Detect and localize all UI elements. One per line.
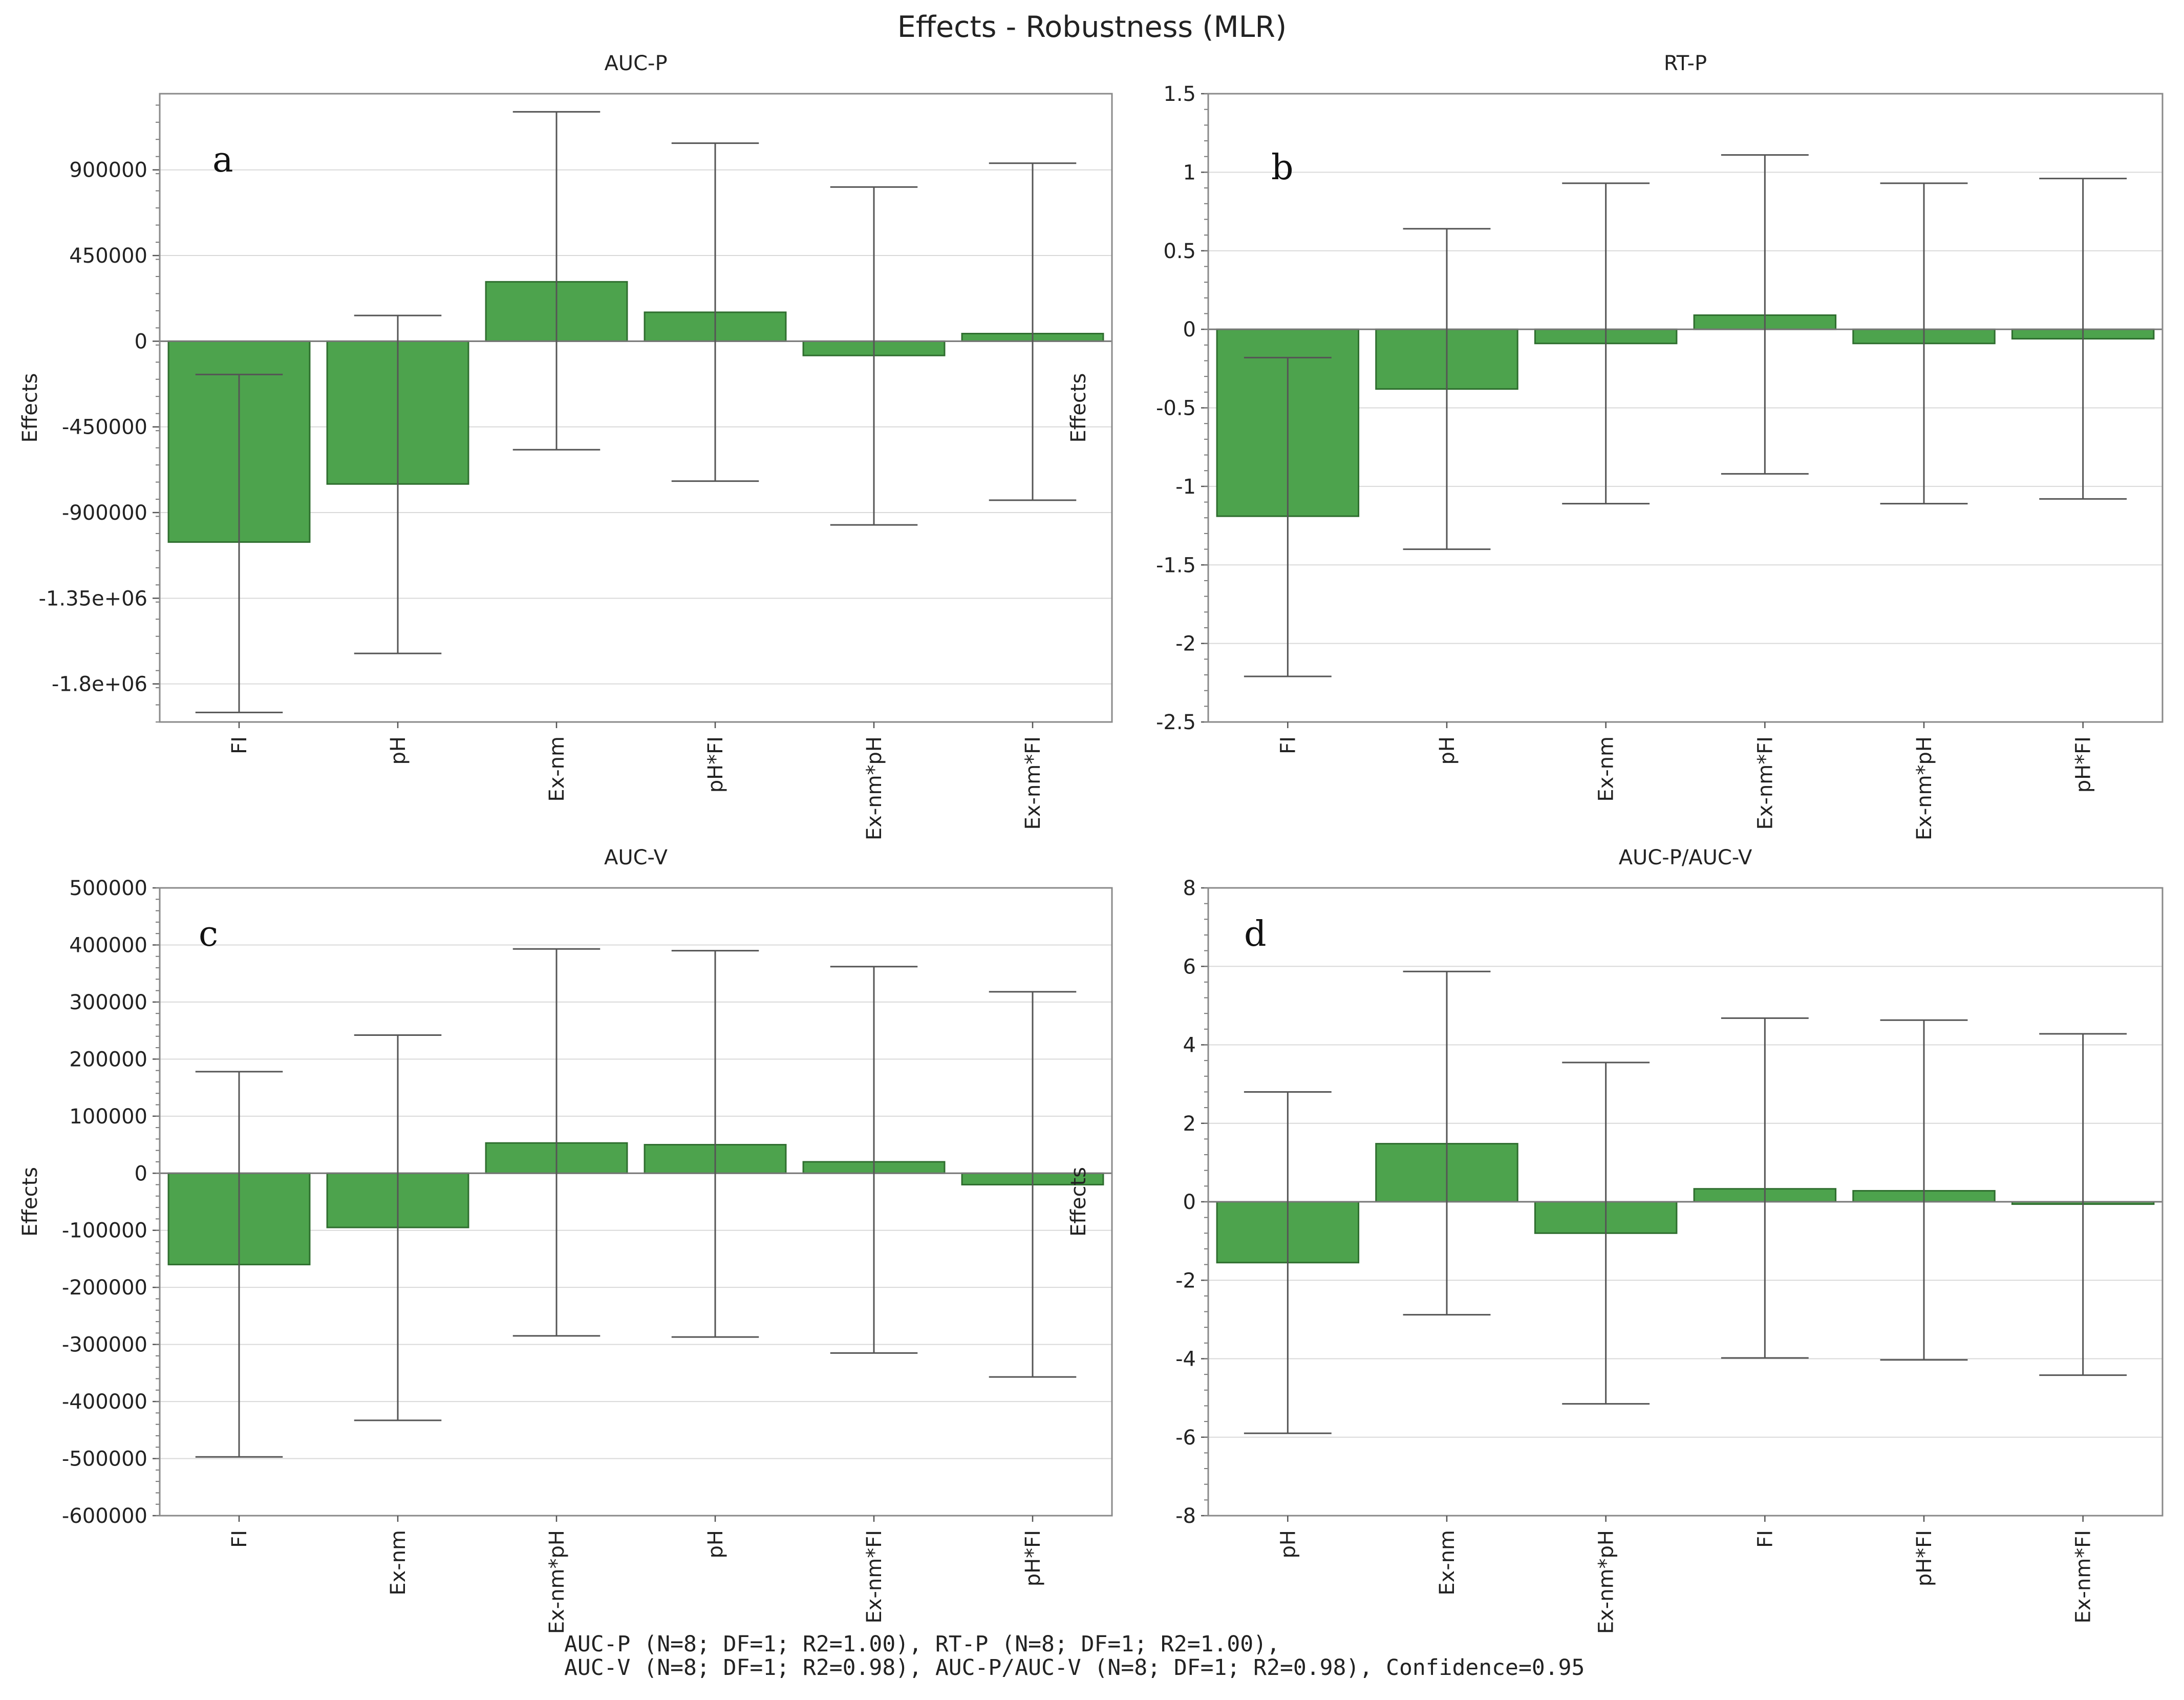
figure-title: Effects - Robustness (MLR) — [897, 10, 1287, 44]
x-category-label: pH — [387, 736, 410, 764]
y-tick-label: -1.8e+06 — [52, 673, 147, 696]
y-tick-label: 2 — [1183, 1112, 1196, 1136]
y-axis-label: Effects — [1067, 373, 1090, 443]
x-category-label: Ex-nm*FI — [863, 1530, 886, 1624]
x-category-label: Ex-nm — [545, 736, 569, 802]
y-tick-label: -0.5 — [1156, 397, 1196, 420]
y-tick-label: -2 — [1175, 632, 1196, 656]
panel-letter: b — [1271, 147, 1294, 188]
x-category-label: Ex-nm*pH — [1913, 736, 1936, 840]
plot-frame — [159, 93, 1113, 723]
x-category-label: Ex-nm — [1595, 736, 1618, 802]
y-tick-label: 200000 — [69, 1048, 147, 1071]
y-tick-label: 1 — [1183, 161, 1196, 184]
y-tick-label: -8 — [1175, 1504, 1196, 1528]
plot-frame — [1207, 887, 2164, 1517]
y-tick-label: 8 — [1183, 877, 1196, 900]
x-category-label: pH*FI — [1021, 1530, 1045, 1586]
y-tick-label: 300000 — [69, 991, 147, 1014]
panel-d: AUC-P/AUC-V Effects -8 -6 -4 -2 0 2 4 6 8 pH Ex-nm Ex… — [1067, 846, 2164, 1634]
y-tick-label: 0 — [1183, 1191, 1196, 1214]
y-tick-label: -450000 — [62, 416, 147, 439]
panel-title: AUC-V — [604, 846, 668, 869]
y-tick-label: 900000 — [69, 159, 147, 182]
panel-title: AUC-P/AUC-V — [1619, 846, 1752, 869]
x-category-label: FI — [1753, 1530, 1777, 1548]
y-tick-label: -100000 — [62, 1219, 147, 1243]
y-tick-label: -500000 — [62, 1448, 147, 1471]
y-tick-label: -2.5 — [1156, 711, 1196, 734]
x-category-label: Ex-nm — [1436, 1530, 1459, 1596]
y-axis-label: Effects — [18, 1167, 42, 1237]
y-tick-label: -600000 — [62, 1504, 147, 1528]
y-tick-label: -2 — [1175, 1269, 1196, 1292]
y-tick-label: 500000 — [69, 877, 147, 900]
panel-title: AUC-P — [604, 52, 667, 75]
panel-letter: d — [1244, 914, 1267, 954]
y-tick-label: 100000 — [69, 1105, 147, 1129]
y-tick-label: 1.5 — [1163, 82, 1196, 106]
y-tick-label: 4 — [1183, 1034, 1196, 1057]
y-tick-label: -4 — [1175, 1348, 1196, 1371]
y-tick-label: 0 — [135, 330, 147, 353]
x-category-label: Ex-nm*pH — [545, 1530, 569, 1634]
x-category-label: pH*FI — [1913, 1530, 1936, 1586]
x-category-label: Ex-nm*pH — [1595, 1530, 1618, 1634]
x-category-label: Ex-nm*FI — [1021, 736, 1045, 830]
y-tick-label: 450000 — [69, 244, 147, 268]
panel-c: AUC-V Effects -600000 -500000 -400000 -300000… — [18, 846, 1113, 1634]
y-tick-label: -900000 — [62, 501, 147, 525]
y-tick-label: -1 — [1175, 475, 1196, 499]
panel-letter: a — [212, 140, 233, 180]
y-tick-label: 0 — [1183, 318, 1196, 342]
x-category-label: pH — [1436, 736, 1459, 764]
y-tick-label: -6 — [1175, 1426, 1196, 1450]
x-category-label: FI — [228, 1530, 251, 1548]
y-tick-label: 0.5 — [1163, 240, 1196, 263]
plot-frame — [1207, 93, 2164, 723]
y-axis-label: Effects — [1067, 1167, 1090, 1237]
footer-line-2: AUC-V (N=8; DF=1; R2=0.98), AUC-P/AUC-V … — [564, 1655, 1585, 1681]
y-axis-label: Effects — [18, 373, 42, 443]
x-category-label: pH*FI — [2072, 736, 2095, 793]
x-category-label: Ex-nm*FI — [1753, 736, 1777, 830]
y-tick-label: 0 — [135, 1162, 147, 1185]
x-category-label: pH — [1276, 1530, 1300, 1558]
x-category-label: FI — [228, 736, 251, 754]
x-category-label: FI — [1276, 736, 1300, 754]
y-tick-label: -1.5 — [1156, 554, 1196, 577]
x-category-label: Ex-nm — [387, 1530, 410, 1596]
y-tick-label: -1.35e+06 — [38, 587, 147, 610]
footer-line-1: AUC-P (N=8; DF=1; R2=1.00), RT-P (N=8; D… — [564, 1631, 1280, 1657]
x-category-label: Ex-nm*pH — [863, 736, 886, 840]
x-category-label: pH*FI — [704, 736, 727, 793]
y-tick-label: -400000 — [62, 1390, 147, 1414]
x-category-label: pH — [704, 1530, 727, 1558]
y-tick-label: -200000 — [62, 1276, 147, 1300]
panels: AUC-PEffects-1.8e+06-1.35e+06-900000-450… — [18, 52, 2164, 1634]
panel-b: RT-P Effects -2.5 -2 -1.5 -1 -0.5 0 0.5 1 1.5 FI pH E… — [1067, 52, 2164, 840]
plot-frame — [159, 887, 1113, 1517]
y-tick-label: 400000 — [69, 933, 147, 957]
panel-letter: c — [199, 914, 218, 954]
panel-title: RT-P — [1664, 52, 1707, 75]
y-tick-label: -300000 — [62, 1333, 147, 1357]
y-tick-label: 6 — [1183, 955, 1196, 979]
panel-a: AUC-P Effects -1.8e+06 -1.35e+06 -900000 -450… — [18, 52, 1113, 840]
x-category-label: Ex-nm*FI — [2072, 1530, 2095, 1624]
